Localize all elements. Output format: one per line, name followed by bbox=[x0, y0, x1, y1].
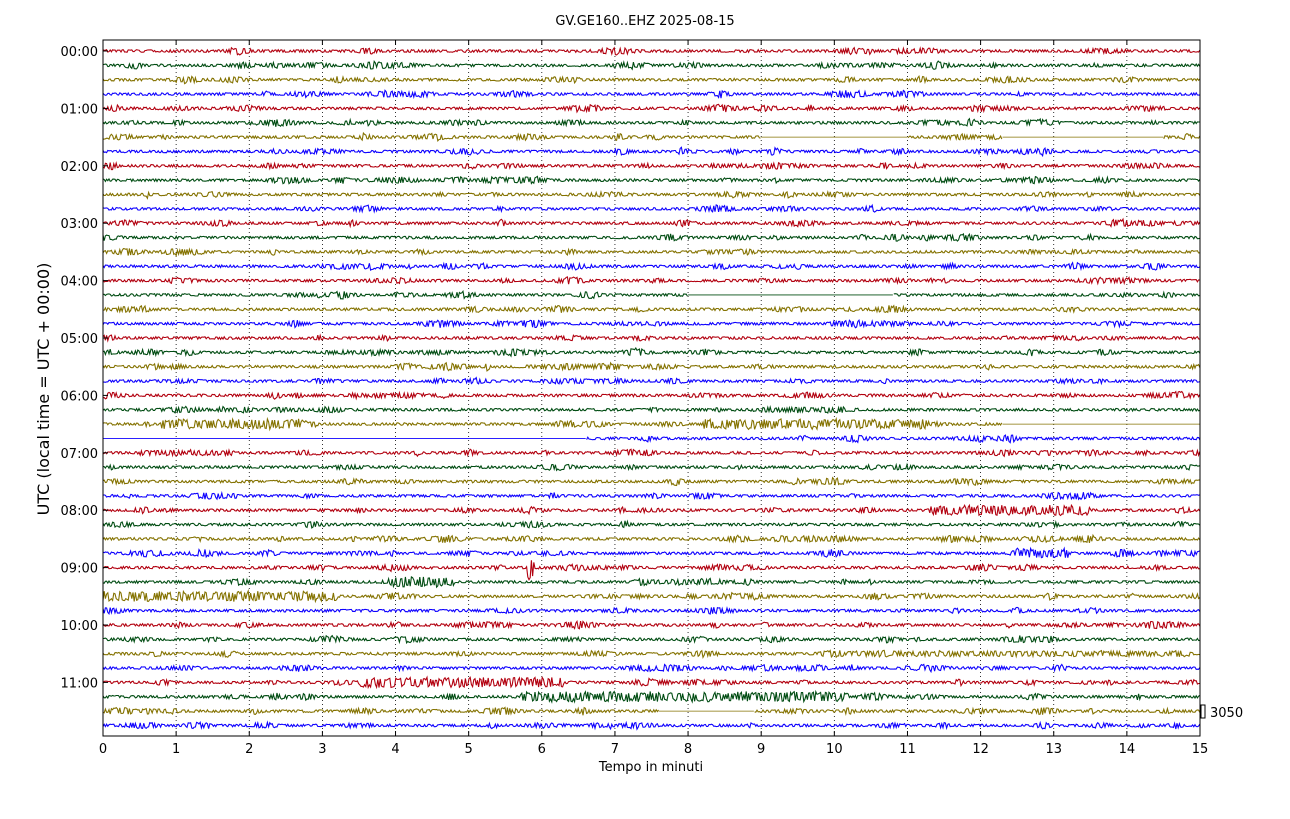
seismogram-trace bbox=[102, 304, 1201, 314]
x-axis-label: Tempo in minuti bbox=[598, 760, 703, 775]
seismogram-trace bbox=[102, 89, 1200, 100]
y-tick-label: 09:00 bbox=[61, 562, 98, 577]
x-tick-label: 14 bbox=[1119, 742, 1136, 757]
seismogram-trace bbox=[102, 318, 1200, 329]
seismogram-trace bbox=[102, 503, 1201, 517]
seismogram-trace bbox=[102, 663, 1201, 674]
y-tick-label: 02:00 bbox=[61, 160, 98, 175]
seismogram-trace bbox=[102, 675, 1200, 690]
seismogram-trace bbox=[103, 290, 1200, 300]
x-tick-label: 4 bbox=[391, 742, 399, 757]
x-tick-label: 1 bbox=[172, 742, 180, 757]
seismogram-trace bbox=[102, 462, 1200, 472]
y-tick-label: 05:00 bbox=[61, 332, 98, 347]
y-tick-label: 10:00 bbox=[61, 619, 98, 634]
y-tick-label: 03:00 bbox=[61, 217, 98, 232]
seismogram-trace bbox=[102, 476, 1200, 487]
seismogram-trace bbox=[102, 103, 1201, 114]
scale-label: 3050 bbox=[1210, 706, 1243, 721]
seismogram-trace bbox=[102, 720, 1201, 731]
x-tick-label: 0 bbox=[99, 742, 107, 757]
seismogram-trace bbox=[102, 448, 1201, 458]
seismogram-trace bbox=[102, 606, 1201, 616]
seismogram-trace bbox=[102, 361, 1201, 372]
seismogram-trace bbox=[102, 60, 1201, 71]
x-tick-label: 12 bbox=[972, 742, 989, 757]
seismogram-trace bbox=[102, 232, 1200, 242]
seismogram-trace bbox=[102, 546, 1201, 559]
x-tick-label: 11 bbox=[899, 742, 916, 757]
seismogram-trace bbox=[102, 333, 1200, 343]
seismogram-trace bbox=[102, 405, 1200, 414]
plot-frame bbox=[102, 39, 1201, 737]
seismogram-trace bbox=[102, 706, 1201, 716]
seismogram-trace bbox=[102, 46, 1201, 56]
seismogram-trace bbox=[102, 689, 1201, 704]
seismogram-trace bbox=[102, 189, 1201, 200]
seismogram-trace bbox=[102, 131, 1201, 142]
y-tick-label: 08:00 bbox=[61, 504, 98, 519]
y-tick-label: 00:00 bbox=[61, 45, 98, 60]
y-tick-label: 07:00 bbox=[61, 447, 98, 462]
seismogram-trace bbox=[102, 560, 1200, 581]
seismogram-trace bbox=[102, 346, 1201, 358]
seismogram-trace bbox=[102, 576, 1200, 589]
seismogram-trace bbox=[102, 160, 1200, 171]
seismogram-trace bbox=[102, 203, 1201, 214]
seismogram-trace bbox=[102, 175, 1201, 185]
seismogram-trace bbox=[102, 75, 1201, 85]
amplitude-scale-bar: 3050 bbox=[1200, 704, 1243, 721]
seismogram-trace bbox=[102, 276, 1200, 286]
seismogram-trace bbox=[102, 261, 1201, 272]
x-tick-label: 8 bbox=[684, 742, 692, 757]
y-tick-label: 11:00 bbox=[61, 676, 98, 691]
y-tick-label: 06:00 bbox=[61, 389, 98, 404]
x-tick-label: 2 bbox=[245, 742, 253, 757]
x-tick-label: 9 bbox=[757, 742, 765, 757]
seismogram-trace bbox=[102, 416, 1003, 432]
seismogram-trace bbox=[102, 376, 1200, 386]
x-tick-label: 5 bbox=[465, 742, 473, 757]
y-tick-label: 01:00 bbox=[61, 102, 98, 117]
y-axis-label: UTC (local time = UTC + 00:00) bbox=[34, 263, 53, 516]
seismogram-trace bbox=[102, 490, 1200, 501]
seismogram-traces bbox=[102, 46, 1201, 731]
x-tick-label: 15 bbox=[1192, 742, 1209, 757]
seismogram-trace bbox=[102, 649, 1200, 660]
seismogram-trace bbox=[102, 519, 1201, 529]
seismogram-trace bbox=[102, 247, 1200, 257]
seismogram-trace bbox=[102, 146, 1200, 158]
x-tick-label: 6 bbox=[538, 742, 546, 757]
seismogram-trace bbox=[102, 117, 1200, 128]
vertical-gridlines bbox=[175, 40, 1128, 736]
y-tick-label: 04:00 bbox=[61, 275, 98, 290]
x-tick-label: 7 bbox=[611, 742, 619, 757]
seismogram-trace bbox=[102, 390, 1201, 401]
y-axis-ticks: 00:00 01:00 02:00 03:00 04:00 05:00 06:00 07:00… bbox=[61, 45, 108, 691]
seismogram-trace bbox=[586, 434, 1201, 444]
x-tick-label: 10 bbox=[826, 742, 843, 757]
seismogram-trace bbox=[102, 533, 1201, 544]
x-axis-ticks: 0 1 2 3 4 5 6 7 8 9 10 11 12 13 14 15 bbox=[99, 40, 1208, 757]
x-tick-label: 13 bbox=[1045, 742, 1062, 757]
chart-title: GV.GE160..EHZ 2025-08-15 bbox=[555, 14, 734, 29]
seismogram-trace bbox=[102, 619, 1201, 630]
x-tick-label: 3 bbox=[318, 742, 326, 757]
seismogram-trace bbox=[102, 217, 1201, 229]
seismogram-trace bbox=[102, 634, 1200, 645]
seismogram-trace bbox=[102, 588, 1201, 604]
